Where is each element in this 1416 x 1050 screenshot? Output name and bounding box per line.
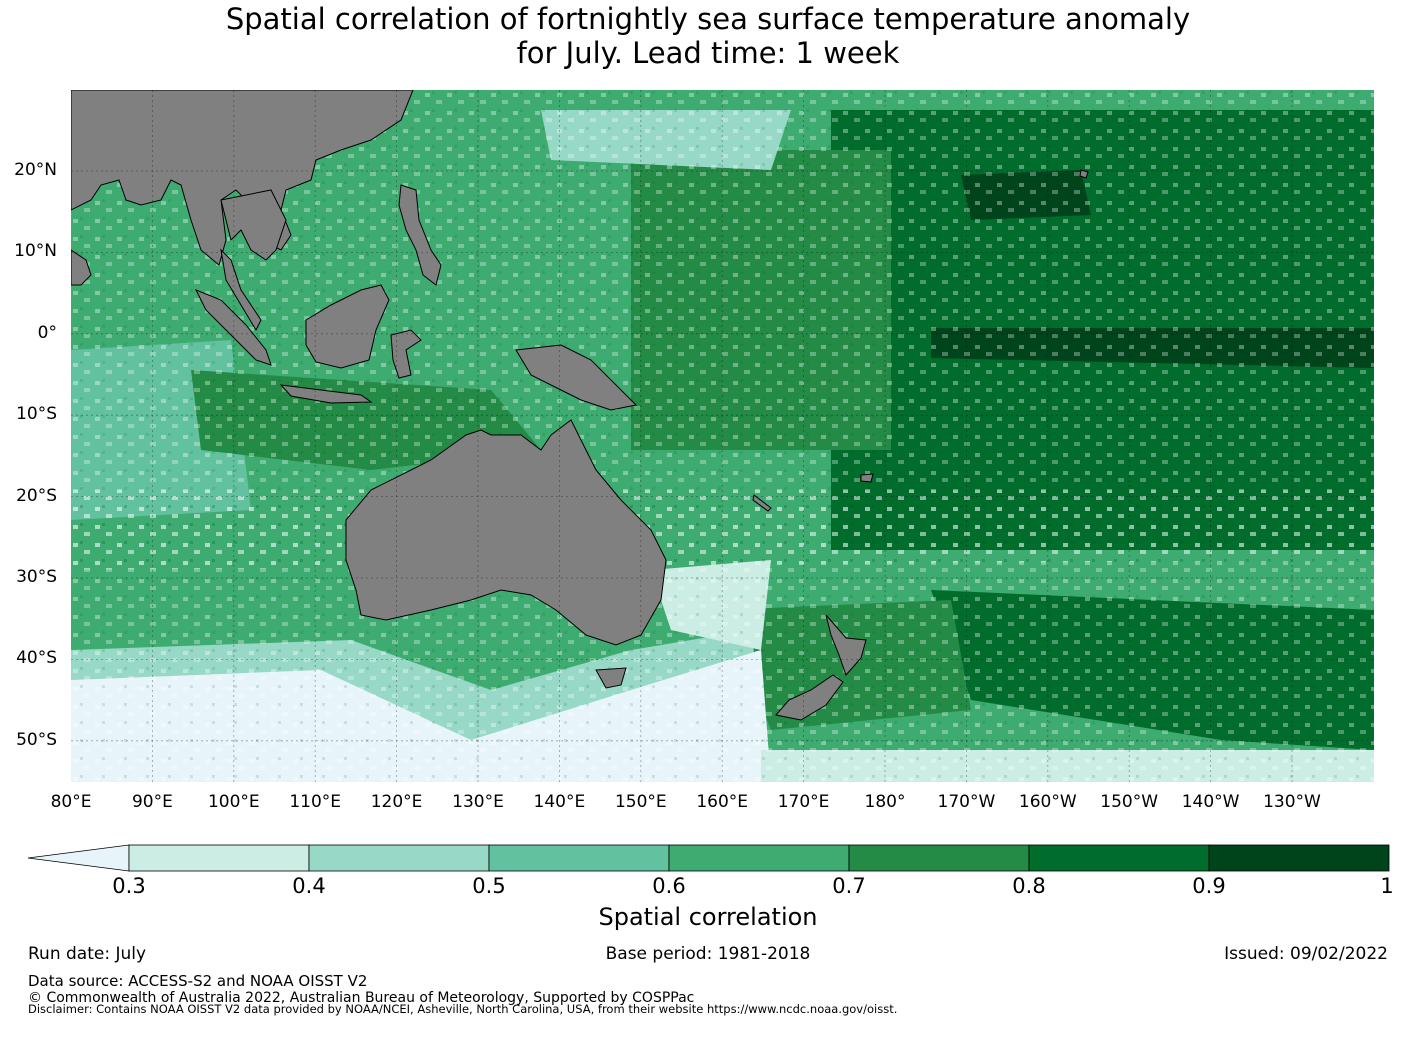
colorbar-tick-label: 0.9 — [1192, 874, 1226, 898]
data-source: Data source: ACCESS-S2 and NOAA OISST V2 — [28, 972, 368, 990]
issued-date: Issued: 09/02/2022 — [1224, 944, 1388, 964]
colorbar-segment — [848, 844, 1030, 872]
copyright: © Commonwealth of Australia 2022, Austra… — [28, 990, 695, 1006]
india-tip — [71, 249, 92, 286]
colorbar-segment — [1208, 844, 1390, 872]
colorbar — [27, 844, 1390, 872]
java — [279, 384, 373, 404]
lat-tick-label: 20°N — [14, 160, 57, 180]
indochina-land — [220, 189, 287, 261]
asia-land — [71, 90, 414, 266]
colorbar-tick-label: 0.5 — [472, 874, 506, 898]
lat-tick-label: 20°S — [16, 485, 57, 506]
tasmania — [595, 667, 627, 689]
lon-tick-label: 130°E — [452, 792, 504, 812]
lon-tick-label: 150°W — [1100, 792, 1159, 812]
lon-tick-label: 170°E — [777, 792, 830, 812]
new-zealand-south — [775, 674, 844, 721]
lon-tick-label: 140°E — [533, 792, 586, 812]
colorbar-segment — [308, 844, 490, 872]
lon-tick-label: 140°W — [1181, 792, 1240, 812]
base-period: Base period: 1981-2018 — [605, 944, 811, 964]
new-guinea — [515, 344, 638, 411]
lon-tick-label: 130°W — [1263, 792, 1321, 812]
grid — [71, 90, 1374, 782]
lon-tick-label: 170°W — [937, 792, 996, 812]
run-date: Run date: July — [28, 944, 147, 964]
ocean-texture — [71, 90, 1374, 782]
lat-tick-label: 10°S — [16, 404, 57, 425]
fiji — [860, 473, 874, 483]
colorbar-segment — [668, 844, 850, 872]
lon-tick-label: 100°E — [207, 792, 260, 812]
lon-tick-label: 150°E — [614, 792, 667, 812]
chart-title: Spatial correlation of fortnightly sea s… — [0, 2, 1416, 70]
colorbar-tick-label: 1 — [1380, 874, 1394, 898]
colorbar-segment — [1028, 844, 1210, 872]
hawaii — [1079, 169, 1089, 179]
colorbar-tick-label: 0.7 — [832, 874, 866, 898]
title-line-2: for July. Lead time: 1 week — [516, 36, 900, 70]
borneo — [305, 284, 390, 369]
colorbar-segment — [488, 844, 670, 872]
colorbar-tick-label: 0.4 — [292, 874, 326, 898]
lat-tick-label: 40°S — [16, 648, 57, 669]
lat-tick-label: 0° — [37, 322, 57, 343]
malay-peninsula — [220, 248, 262, 332]
sumatra — [194, 289, 272, 366]
lon-tick-label: 90°E — [131, 792, 173, 812]
new-zealand-north — [825, 614, 867, 676]
title-line-1: Spatial correlation of fortnightly sea s… — [225, 2, 1191, 36]
philippines — [398, 184, 442, 286]
disclaimer: Disclaimer: Contains NOAA OISST V2 data … — [28, 1002, 898, 1016]
australia — [345, 419, 667, 646]
sulawesi — [390, 329, 422, 379]
lon-tick-label: 180° — [864, 792, 906, 812]
lat-tick-label: 50°S — [16, 729, 57, 750]
lon-tick-label: 80°E — [50, 792, 92, 812]
lat-tick-label: 10°N — [14, 241, 57, 262]
lon-tick-label: 120°E — [370, 792, 423, 812]
colorbar-tick-label: 0.6 — [652, 874, 686, 898]
new-caledonia — [752, 494, 772, 512]
lon-tick-label: 160°W — [1018, 792, 1077, 812]
colorbar-label: Spatial correlation — [598, 903, 818, 931]
colorbar-under-extension — [27, 844, 130, 872]
lat-tick-label: 30°S — [16, 567, 57, 587]
lon-tick-label: 110°E — [289, 792, 342, 812]
lon-tick-label: 160°E — [696, 792, 749, 812]
colorbar-tick-label: 0.3 — [112, 874, 146, 898]
correlation-map — [71, 90, 1374, 782]
colorbar-tick-label: 0.8 — [1012, 874, 1046, 898]
colorbar-segment — [128, 844, 310, 872]
